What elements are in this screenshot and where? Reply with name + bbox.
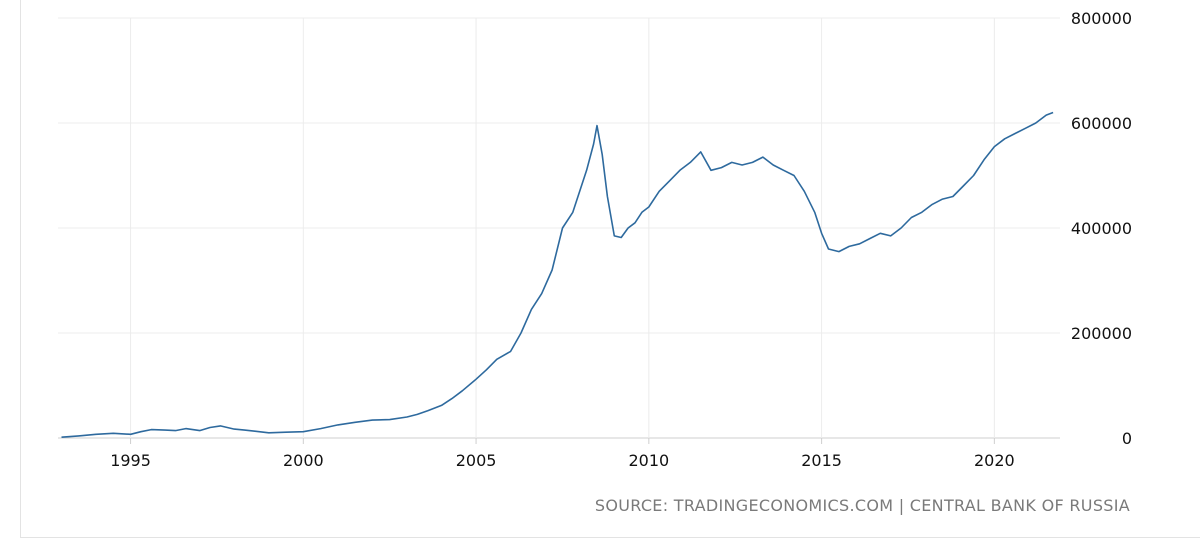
x-tick-label: 2010: [628, 451, 669, 470]
series-line: [61, 111, 1054, 438]
grid: [58, 17, 1060, 439]
x-tick-label: 2015: [801, 451, 842, 470]
x-tick-label: 2000: [283, 451, 324, 470]
y-tick-label: 200000: [1071, 324, 1132, 343]
x-tick-label: 1995: [110, 451, 151, 470]
y-axis: 0 200000 400000 600000 800000: [1071, 9, 1132, 448]
chart-frame: [20, 0, 1200, 538]
x-tick-label: 2005: [456, 451, 497, 470]
source-note: SOURCE: TRADINGECONOMICS.COM | CENTRAL B…: [594, 496, 1130, 515]
x-axis: 1995 2000 2005 2010 2015 2020: [110, 438, 1015, 470]
y-tick-label: 400000: [1071, 219, 1132, 238]
y-tick-label: 800000: [1071, 9, 1132, 28]
y-tick-label: 0: [1122, 429, 1132, 448]
x-tick-label: 2020: [974, 451, 1015, 470]
y-tick-label: 600000: [1071, 114, 1132, 133]
